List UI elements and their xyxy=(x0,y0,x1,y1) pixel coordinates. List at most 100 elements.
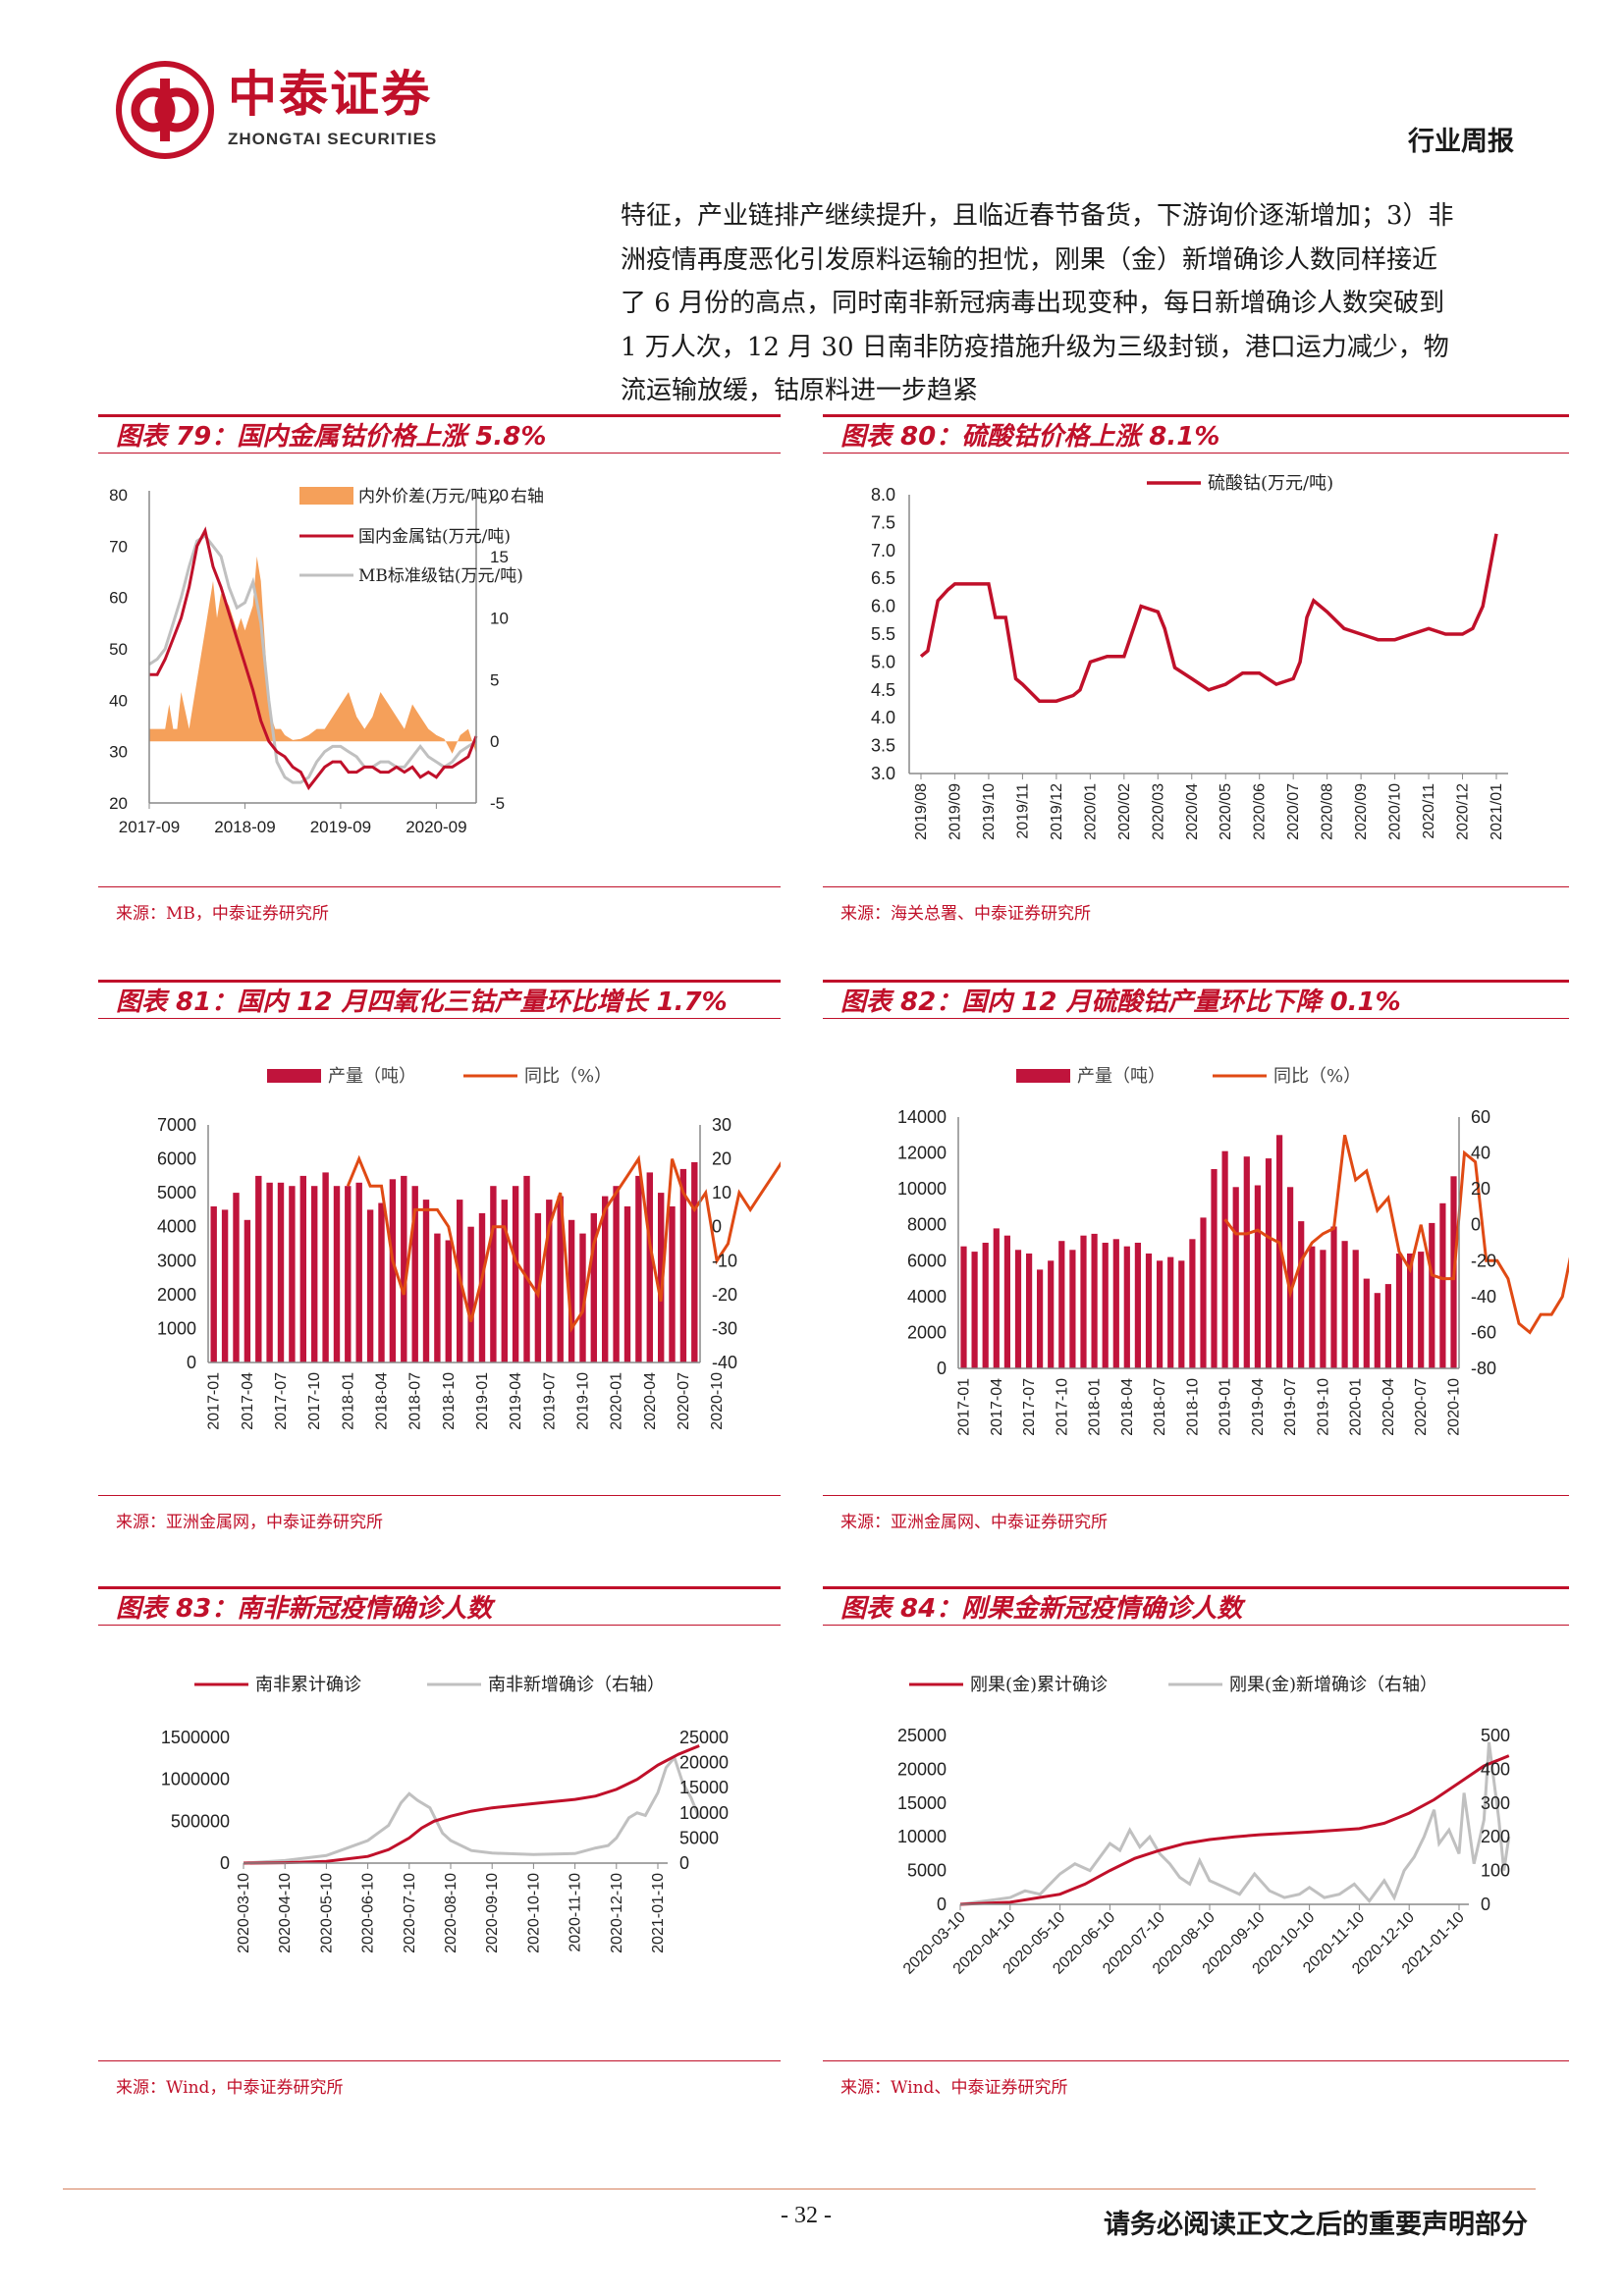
y2-tick-label: 0 xyxy=(490,732,499,751)
bar xyxy=(1026,1254,1033,1368)
legend-label: 内外价差(万元/吨)，右轴 xyxy=(358,487,544,507)
bar xyxy=(1254,1185,1261,1368)
x-tick-label: 2020/07 xyxy=(1285,783,1302,840)
x-tick-label: 2020-09-10 xyxy=(484,1873,501,1953)
bar xyxy=(434,1233,441,1362)
legend-label: 刚果(金)新增确诊（右轴） xyxy=(1229,1675,1437,1695)
y-tick-label: 5000 xyxy=(907,1861,947,1881)
brand-name-en: ZHONGTAI SECURITIES xyxy=(228,130,438,148)
bar xyxy=(557,1196,564,1362)
x-tick-label: 2019-10 xyxy=(1315,1378,1331,1436)
legend-swatch-bar xyxy=(1016,1069,1070,1083)
legend-label: 同比（%） xyxy=(524,1066,612,1087)
y-tick-label: 7.5 xyxy=(871,512,895,532)
chart-cobalt-sulfate-price: 3.0 3.5 4.0 4.5 5.0 5.5 6.0 6.5 7.0 7.5 8.0 2019/08… xyxy=(871,473,1508,840)
bar xyxy=(1211,1169,1218,1368)
bar xyxy=(602,1196,609,1362)
y2-tick-label: -80 xyxy=(1471,1359,1496,1378)
x-tick-label: 2018-01 xyxy=(340,1372,356,1430)
x-tick-label: 2020/04 xyxy=(1184,783,1201,840)
bar xyxy=(523,1175,530,1362)
y2-tick-label: 400 xyxy=(1481,1759,1510,1779)
y2-tick-label: 0 xyxy=(679,1853,689,1873)
y-tick-label: 6.5 xyxy=(871,568,895,588)
bar xyxy=(1014,1250,1022,1368)
bar xyxy=(1374,1293,1380,1368)
bar xyxy=(266,1182,273,1362)
bar xyxy=(1384,1284,1391,1368)
bar xyxy=(411,1186,418,1362)
y2-tick-label: -40 xyxy=(1471,1287,1496,1307)
x-tick-label: 2020-04 xyxy=(642,1372,659,1430)
bar xyxy=(389,1179,397,1362)
page-number: - 32 - xyxy=(781,2203,832,2228)
x-tick-label: 2018-10 xyxy=(1184,1378,1201,1436)
y-tick-label: 1000 xyxy=(157,1318,196,1338)
x-tick-label: 2020-10 xyxy=(709,1372,726,1430)
y-tick-label: 40 xyxy=(109,691,128,710)
bar xyxy=(445,1240,452,1362)
legend-label: 产量（吨） xyxy=(328,1066,416,1087)
x-tick-label: 2018-09 xyxy=(214,818,275,836)
y-tick-label: 4.0 xyxy=(871,708,895,727)
bar xyxy=(679,1168,687,1362)
body-line: 了 6 月份的高点，同时南非新冠病毒出现变种，每日新增确诊人数突破到 xyxy=(621,289,1445,318)
y-tick-label: 6000 xyxy=(157,1149,196,1169)
bar xyxy=(1429,1222,1435,1368)
bar xyxy=(1298,1221,1305,1368)
y2-tick-label: 10 xyxy=(712,1183,731,1202)
bar xyxy=(355,1182,362,1362)
chart-cobalt-sulfate-output: 0 2000 4000 6000 8000 10000 12000 14000 -80 -60 -4… xyxy=(897,1066,1569,1436)
y2-tick-label: 0 xyxy=(712,1217,722,1237)
zhongtai-logo-icon xyxy=(116,61,214,159)
bar xyxy=(299,1175,306,1362)
figure-source: 来源：MB，中泰证券研究所 xyxy=(98,886,781,924)
bar xyxy=(1102,1243,1109,1368)
y-tick-label: 4000 xyxy=(907,1287,947,1307)
x-tick-label: 2019-04 xyxy=(1250,1378,1267,1436)
bar xyxy=(422,1200,430,1362)
y2-tick-label: 5000 xyxy=(679,1828,719,1847)
x-tick-label: 2018-04 xyxy=(1119,1378,1136,1436)
legend-label: 刚果(金)累计确诊 xyxy=(970,1675,1108,1695)
x-tick-label: 2020-01 xyxy=(609,1372,625,1430)
y-tick-label: 10000 xyxy=(897,1179,947,1199)
figure-source: 来源：亚洲金属网，中泰证券研究所 xyxy=(98,1495,781,1532)
bar xyxy=(255,1175,262,1362)
chart-cobalt-metal-price: 20 30 40 50 60 70 80 -5 0 5 10 15 20 2017-09 2018-09 20… xyxy=(109,486,544,836)
x-tick-label: 2021-01-10 xyxy=(650,1873,667,1953)
bar xyxy=(322,1172,329,1362)
bar xyxy=(401,1175,407,1362)
y-tick-label: 60 xyxy=(109,589,128,608)
x-tick-label: 2017-01 xyxy=(206,1372,223,1430)
y-tick-label: 25000 xyxy=(897,1726,947,1745)
bar xyxy=(1363,1278,1370,1368)
figure-source: 来源：Wind，中泰证券研究所 xyxy=(98,2060,781,2098)
bar xyxy=(1221,1150,1228,1368)
y2-tick-label: 20 xyxy=(490,486,509,505)
y2-tick-label: 10000 xyxy=(679,1803,729,1823)
x-tick-label: 2017-10 xyxy=(1054,1378,1070,1436)
y-tick-label: 1500000 xyxy=(161,1728,230,1747)
x-tick-label: 2017-09 xyxy=(119,818,180,836)
bar xyxy=(1287,1187,1294,1368)
bar xyxy=(244,1219,251,1362)
x-tick-label: 2020/12 xyxy=(1455,783,1472,840)
footer-disclaimer: 请务必阅读正文之后的重要声明部分 xyxy=(1104,2210,1528,2240)
figure-title: 图表 82：国内 12 月硫酸钴产量环比下降 0.1% xyxy=(823,980,1569,1019)
x-tick-label: 2019-10 xyxy=(574,1372,591,1430)
y-tick-label: 5.0 xyxy=(871,652,895,671)
legend-label: MB标准级钴(万元/吨) xyxy=(358,566,523,586)
bar xyxy=(1407,1254,1414,1368)
legend-label: 同比（%） xyxy=(1273,1066,1361,1087)
series-line-cobalt-sulfate xyxy=(919,533,1498,703)
bar xyxy=(512,1186,519,1362)
y-tick-label: 7000 xyxy=(157,1115,196,1135)
body-line: 1 万人次，12 月 30 日南非防疫措施升级为三级封锁，港口运力减少，物 xyxy=(621,332,1449,362)
bar xyxy=(1189,1239,1196,1368)
y-tick-label: 0 xyxy=(187,1353,196,1372)
bar xyxy=(646,1172,653,1362)
y-tick-label: 3.5 xyxy=(871,736,895,756)
bar xyxy=(635,1175,642,1362)
series-line-cumulative xyxy=(959,1754,1510,1906)
